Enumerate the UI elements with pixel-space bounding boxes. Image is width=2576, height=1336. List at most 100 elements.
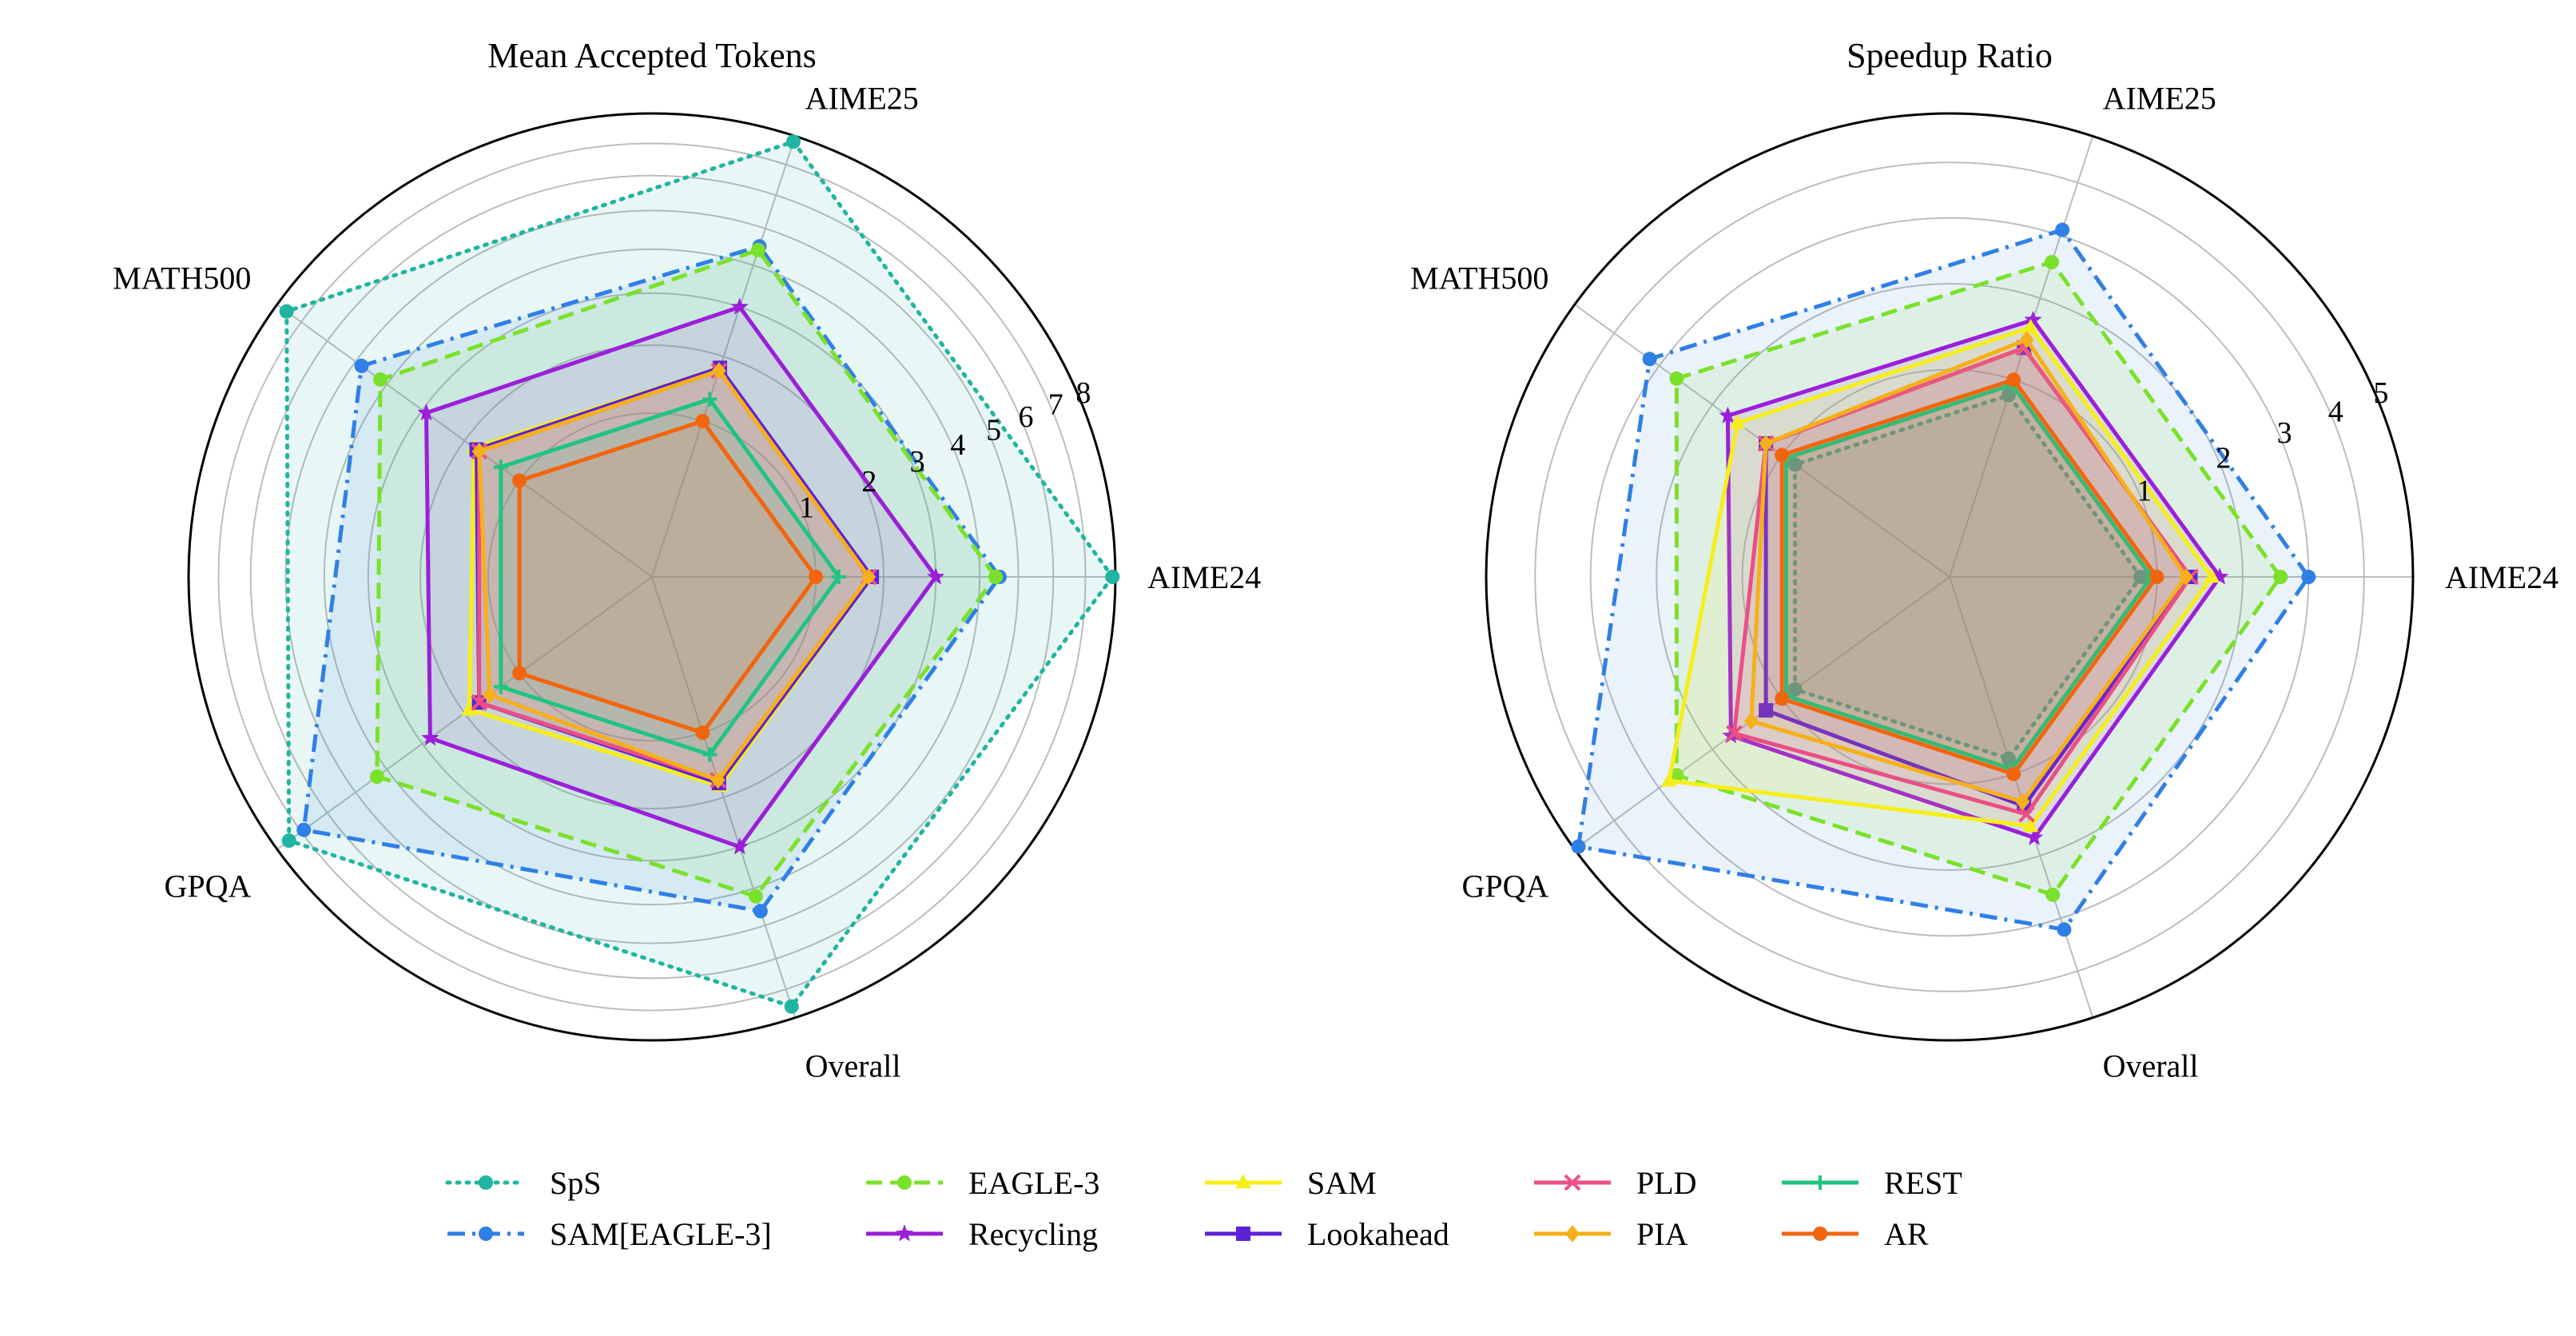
pld-area	[479, 371, 869, 781]
pia-marker	[1759, 435, 1774, 452]
sam-eagle-3-marker	[2301, 570, 2316, 584]
rest-area	[500, 399, 839, 755]
sam-eagle-3-marker	[753, 904, 768, 919]
radar-chart-speedup-ratio: Speedup Ratio 1 2 3 45 AIME24 AIME25 MATH500 GP…	[1410, 36, 2558, 1084]
recycling-line	[1725, 317, 2222, 840]
eagle-3-line	[375, 248, 998, 899]
sam-eagle-3-marker	[2055, 222, 2070, 237]
eagle-3-marker	[369, 769, 384, 784]
series-sam-eagle-3	[296, 239, 1007, 919]
r-tick-label: 5	[986, 414, 1001, 447]
ar-marker	[512, 666, 527, 681]
sam-area	[469, 368, 873, 786]
category-label-math500: MATH500	[1410, 260, 1548, 296]
eagle-3-marker	[897, 1175, 912, 1190]
series-group	[279, 134, 1120, 1014]
legend-label: SpS	[550, 1165, 602, 1201]
sam-marker	[2022, 817, 2039, 833]
recycling-marker	[2211, 567, 2229, 585]
sam-eagle-3-line	[1576, 228, 2311, 932]
r-tick-label: 6	[1019, 400, 1034, 434]
pld-marker	[2018, 805, 2035, 823]
legend-entry-eagle-3: EAGLE-3	[866, 1165, 1099, 1201]
sps-area	[286, 141, 1113, 1007]
pia-marker	[1743, 712, 1759, 730]
chart-title: Mean Accepted Tokens	[487, 36, 817, 75]
category-label-gpqa: GPQA	[1462, 868, 1549, 904]
pia-marker	[711, 362, 726, 380]
ar-marker	[2149, 570, 2165, 584]
sam-marker	[1235, 1174, 1251, 1189]
r-tick-label: 8	[1075, 376, 1091, 410]
pia-marker	[2178, 568, 2193, 586]
pia-area	[479, 371, 869, 781]
legend-label: PLD	[1636, 1165, 1697, 1201]
ar-line	[517, 419, 818, 735]
sps-line	[284, 139, 1115, 1009]
sam-eagle-3-marker	[1642, 352, 1657, 367]
pld-marker	[1564, 1174, 1581, 1191]
legend-entry-pld: PLD	[1534, 1165, 1697, 1201]
recycling-marker	[421, 729, 439, 746]
eagle-3-marker	[2273, 570, 2288, 584]
rest-marker	[493, 459, 508, 475]
recycling-marker	[1719, 406, 1737, 423]
sps-marker	[785, 134, 801, 149]
axis-spoke	[651, 136, 797, 578]
ar-marker	[512, 473, 527, 488]
pia-marker	[1565, 1225, 1580, 1243]
ar-marker	[695, 413, 710, 428]
series-sps	[1787, 388, 2149, 766]
sps-area	[1795, 395, 2141, 759]
eagle-3-marker	[748, 889, 763, 904]
eagle-3-marker	[988, 570, 1004, 584]
sam-marker	[2022, 319, 2039, 334]
r-tick-label: 5	[2373, 376, 2388, 410]
legend-entry-sam-eagle-3: SAM[EAGLE-3]	[447, 1216, 772, 1252]
rest-marker	[702, 392, 718, 407]
ar-marker	[1775, 447, 1790, 463]
lookahead-marker	[1236, 1227, 1250, 1241]
r-tick-label: 3	[910, 445, 925, 479]
r-tick-label: 2	[861, 465, 877, 499]
sam-eagle-3-marker	[296, 822, 312, 837]
rest-line	[499, 397, 841, 757]
recycling-marker	[927, 567, 945, 585]
category-label-aime24: AIME24	[2445, 559, 2558, 595]
pia-line	[1749, 337, 2188, 804]
r-tick-label: 3	[2277, 416, 2292, 450]
legend-label: SAM	[1307, 1165, 1377, 1201]
series-sps	[279, 134, 1120, 1014]
rest-marker	[1813, 1175, 1827, 1190]
recycling-area	[426, 307, 936, 847]
pia-marker	[2019, 331, 2034, 348]
lookahead-area	[476, 368, 873, 783]
sam-marker	[461, 701, 478, 716]
r-tick-label: 4	[950, 428, 965, 462]
lookahead-marker	[1759, 703, 1774, 718]
recycling-line	[424, 304, 938, 849]
eagle-3-line	[1674, 260, 2283, 897]
series-recycling	[417, 297, 945, 855]
legend-entry-sam: SAM	[1205, 1165, 1377, 1201]
rest-line	[1784, 383, 2154, 771]
series-group	[1571, 222, 2316, 937]
legend-entry-pia: PIA	[1534, 1216, 1688, 1252]
ar-marker	[809, 570, 824, 584]
ar-marker	[1813, 1227, 1827, 1241]
sps-marker	[1787, 457, 1803, 472]
sam-marker	[2204, 568, 2220, 583]
eagle-3-marker	[1669, 768, 1684, 783]
axis-spoke	[1949, 136, 2094, 578]
rest-marker	[493, 679, 508, 694]
r-tick-label: 1	[799, 491, 814, 525]
recycling-marker	[2024, 310, 2042, 328]
category-label-overall: Overall	[2103, 1048, 2199, 1084]
legend-label: EAGLE-3	[968, 1165, 1099, 1201]
polar-frame	[1485, 112, 2415, 1042]
chart-title: Speedup Ratio	[1847, 36, 2053, 75]
ar-area	[519, 421, 817, 733]
pia-marker	[471, 443, 487, 460]
legend-label: REST	[1884, 1165, 1962, 1201]
